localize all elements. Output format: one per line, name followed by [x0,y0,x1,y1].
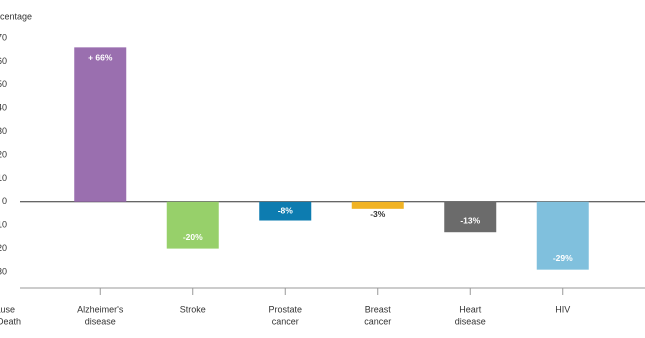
y-tick-label: -30 [0,266,7,276]
y-tick-label: 70 [0,32,7,42]
value-label: + 66% [88,53,113,63]
x-tick-label: cancer [364,316,391,326]
y-tick-label: 50 [0,79,7,89]
value-label: -3% [370,209,386,219]
y-tick-label: 40 [0,103,7,113]
value-label: -13% [460,215,480,225]
y-tick-label: 0 [2,196,7,206]
bar [444,201,497,233]
x-tick-label: Heart [459,304,482,314]
bar [351,201,404,209]
y-tick-label: 30 [0,126,7,136]
x-tick-label: disease [85,316,116,326]
x-tick-label: Stroke [180,304,206,314]
x-tick-label: Prostate [268,304,302,314]
x-tick-label: Breast [365,304,392,314]
x-axis-label: Cause [0,304,15,314]
y-tick-label: -20 [0,243,7,253]
y-tick-label: 10 [0,173,7,183]
x-axis-label: of Death [0,316,21,326]
x-tick-label: disease [455,316,486,326]
value-label: -20% [183,232,203,242]
x-tick-label: Alzheimer's [77,304,124,314]
y-tick-label: 20 [0,149,7,159]
y-axis-label: Percentage [0,11,32,21]
y-tick-label: -10 [0,220,7,230]
y-tick-label: 60 [0,56,7,66]
bar [74,47,127,202]
bar [166,201,219,249]
bar [536,201,589,270]
value-label: -29% [553,253,573,263]
x-tick-label: cancer [272,316,299,326]
bar [259,201,312,221]
x-tick-label: HIV [555,304,570,314]
value-label: -8% [278,205,294,215]
